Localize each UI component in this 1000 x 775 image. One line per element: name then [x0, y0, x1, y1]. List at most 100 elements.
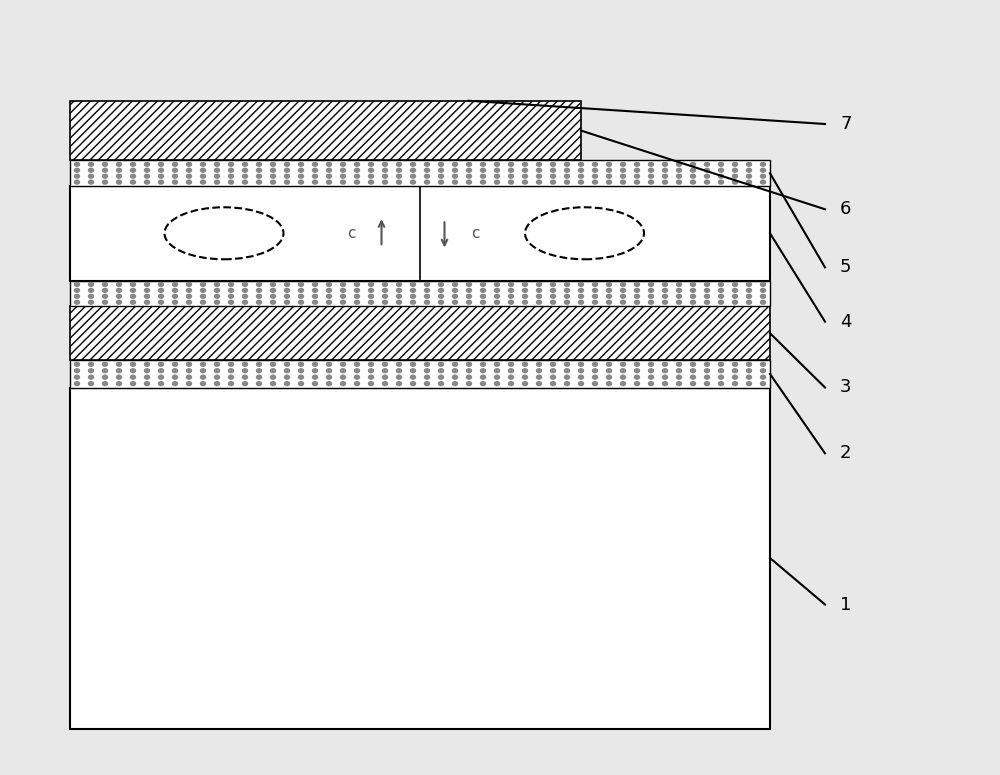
Circle shape [438, 288, 444, 292]
Circle shape [228, 174, 233, 178]
Circle shape [200, 294, 206, 298]
Circle shape [117, 294, 122, 298]
Circle shape [424, 363, 430, 367]
Circle shape [424, 288, 430, 292]
Circle shape [676, 382, 682, 386]
Circle shape [411, 300, 416, 304]
Circle shape [340, 382, 346, 386]
Circle shape [312, 288, 318, 292]
Circle shape [480, 294, 486, 298]
Circle shape [354, 363, 360, 367]
Circle shape [480, 382, 486, 386]
Circle shape [214, 369, 220, 373]
Circle shape [382, 283, 387, 287]
Circle shape [103, 382, 108, 386]
Circle shape [411, 294, 416, 298]
Circle shape [396, 300, 401, 304]
Circle shape [396, 283, 401, 287]
Circle shape [690, 300, 695, 304]
Circle shape [466, 162, 472, 166]
Circle shape [690, 382, 695, 386]
Circle shape [522, 168, 527, 172]
Circle shape [75, 300, 80, 304]
Circle shape [228, 288, 233, 292]
Circle shape [89, 363, 94, 367]
Circle shape [130, 382, 136, 386]
Circle shape [200, 174, 206, 178]
Circle shape [228, 294, 233, 298]
Circle shape [536, 162, 541, 166]
Circle shape [732, 168, 737, 172]
Circle shape [690, 363, 695, 367]
Circle shape [424, 369, 430, 373]
Circle shape [145, 294, 150, 298]
Circle shape [158, 181, 164, 184]
Circle shape [117, 375, 122, 379]
Circle shape [285, 300, 290, 304]
Circle shape [494, 162, 499, 166]
Circle shape [452, 369, 457, 373]
Circle shape [200, 369, 206, 373]
Circle shape [704, 363, 709, 367]
Circle shape [298, 382, 304, 386]
Circle shape [382, 375, 387, 379]
Circle shape [256, 294, 262, 298]
Circle shape [732, 294, 737, 298]
Circle shape [480, 162, 486, 166]
Circle shape [368, 300, 374, 304]
Bar [70, 388, 770, 728]
Circle shape [242, 174, 248, 178]
Circle shape [550, 300, 555, 304]
Bar [70, 186, 770, 281]
Circle shape [592, 283, 598, 287]
Circle shape [494, 294, 499, 298]
Circle shape [648, 375, 654, 379]
Circle shape [424, 382, 430, 386]
Circle shape [424, 162, 430, 166]
Circle shape [298, 288, 304, 292]
Circle shape [256, 363, 262, 367]
Circle shape [494, 375, 499, 379]
Circle shape [662, 162, 668, 166]
Circle shape [704, 382, 709, 386]
Circle shape [228, 363, 233, 367]
Circle shape [746, 294, 752, 298]
Circle shape [242, 375, 248, 379]
Circle shape [746, 181, 752, 184]
Circle shape [606, 288, 612, 292]
Circle shape [411, 181, 416, 184]
Circle shape [522, 369, 527, 373]
Circle shape [550, 382, 555, 386]
Circle shape [186, 283, 192, 287]
Circle shape [592, 294, 598, 298]
Circle shape [242, 363, 248, 367]
Circle shape [173, 174, 178, 178]
Text: 5: 5 [840, 258, 852, 277]
Circle shape [285, 288, 290, 292]
Circle shape [606, 294, 612, 298]
Circle shape [228, 375, 233, 379]
Circle shape [242, 300, 248, 304]
Circle shape [746, 369, 752, 373]
Circle shape [186, 300, 192, 304]
Circle shape [214, 300, 220, 304]
Circle shape [564, 369, 570, 373]
Circle shape [648, 162, 654, 166]
Circle shape [158, 363, 164, 367]
Circle shape [382, 174, 387, 178]
Circle shape [326, 181, 332, 184]
Circle shape [550, 375, 555, 379]
Circle shape [620, 174, 626, 178]
Circle shape [396, 369, 401, 373]
Circle shape [173, 294, 178, 298]
Circle shape [620, 363, 626, 367]
Circle shape [466, 382, 472, 386]
Circle shape [200, 363, 206, 367]
Circle shape [606, 162, 612, 166]
Circle shape [200, 288, 206, 292]
Circle shape [312, 283, 318, 287]
Circle shape [424, 181, 430, 184]
Circle shape [368, 294, 374, 298]
Circle shape [508, 168, 513, 172]
Circle shape [761, 300, 766, 304]
